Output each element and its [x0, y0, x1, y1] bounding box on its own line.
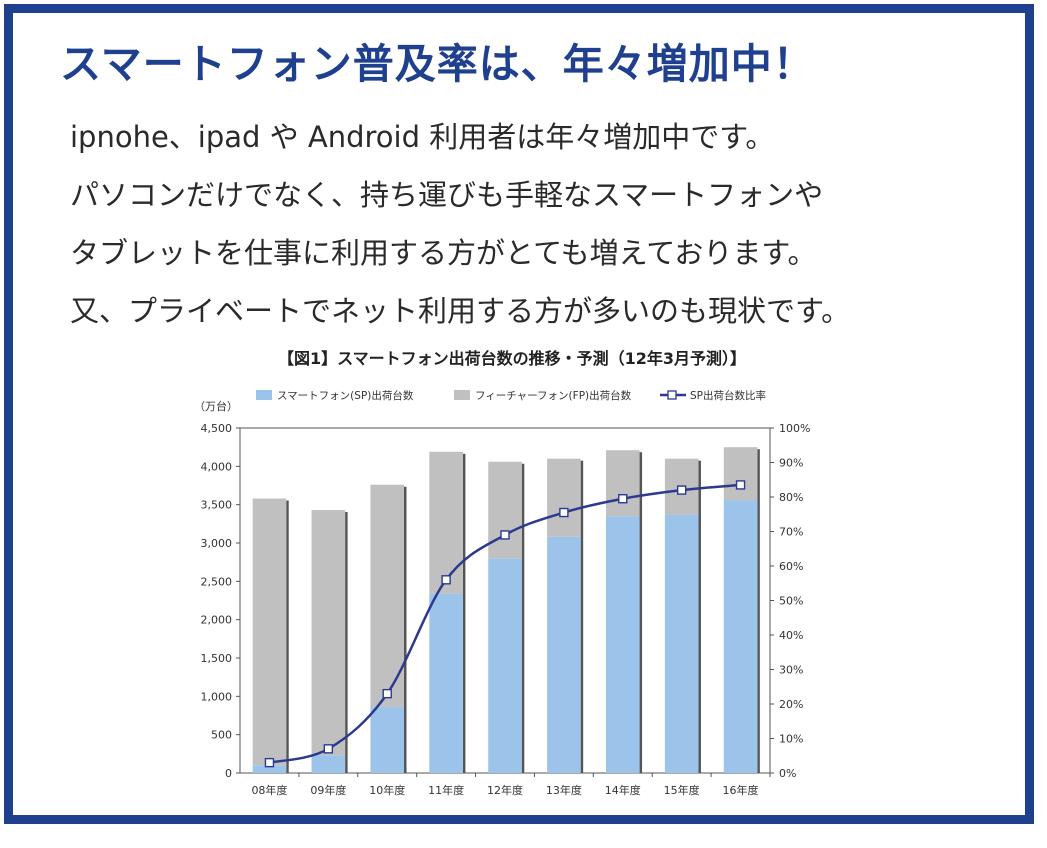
- ratio-point: [500, 530, 510, 540]
- legend-label-ratio: SP出荷台数比率: [690, 389, 766, 402]
- bar-sp: [605, 516, 640, 773]
- ratio-point: [676, 485, 687, 495]
- bar-shadow: [639, 452, 643, 773]
- y2-tick-label: 50%: [779, 595, 803, 608]
- x-tick-label: 12年度: [487, 783, 523, 797]
- bar-sp: [488, 558, 522, 773]
- ratio-point: [323, 744, 334, 754]
- bar-shadow: [698, 460, 701, 773]
- x-tick-label: 16年度: [723, 783, 759, 797]
- y2-tick-label: 40%: [779, 629, 803, 642]
- body-line: ipnohe、ipad や Android 利用者は年々増加中です。: [70, 120, 775, 154]
- body-line: 又、プライベートでネット利用する方が多いのも現状です。: [70, 294, 851, 328]
- bar-sp: [547, 536, 581, 773]
- y-tick-label: 2,000: [201, 614, 233, 627]
- bar-sp: [252, 765, 287, 773]
- x-tick-label: 09年度: [310, 783, 346, 797]
- y-tick-label: 3,000: [201, 537, 233, 550]
- bar-shadow: [521, 463, 525, 773]
- headline: スマートフォン普及率は、年々増加中！: [60, 40, 815, 88]
- y-tick-label: 500: [211, 729, 232, 742]
- ratio-point: [618, 494, 628, 504]
- x-tick-label: 10年度: [369, 783, 405, 797]
- legend-marker-ratio: [667, 390, 677, 400]
- y2-tick-label: 90%: [779, 457, 803, 470]
- bar-shadow: [580, 460, 584, 773]
- bar-shadow: [757, 449, 760, 773]
- bar-shadow: [286, 500, 289, 773]
- chart-title: 【図1】スマートフォン出荷台数の推移・予測（12年3月予測）】: [278, 349, 746, 368]
- legend-swatch-sp: [256, 390, 272, 400]
- ratio-point: [559, 507, 569, 518]
- bar-fp: [311, 510, 346, 756]
- x-tick-label: 15年度: [664, 783, 700, 797]
- bar-fp: [605, 450, 640, 517]
- y-tick-label: 4,000: [201, 460, 233, 473]
- y2-tick-label: 100%: [779, 422, 810, 435]
- bar-fp: [723, 447, 758, 501]
- y2-tick-label: 60%: [779, 560, 803, 573]
- x-tick-label: 08年度: [251, 783, 287, 797]
- y-tick-label: 2,500: [201, 575, 233, 588]
- bar-sp: [429, 593, 463, 773]
- ratio-line: [269, 483, 741, 764]
- x-tick-label: 13年度: [546, 783, 582, 797]
- y-tick-label: 4,500: [201, 422, 233, 435]
- y-tick-label: 1,500: [201, 652, 233, 665]
- y-tick-label: 0: [225, 767, 232, 780]
- shipment-chart: 【図1】スマートフォン出荷台数の推移・予測（12年3月予測）】スマートフォン(S…: [182, 340, 842, 810]
- legend-label-sp: スマートフォン(SP)出荷台数: [277, 389, 414, 402]
- ratio-point: [382, 688, 392, 699]
- bar-fp: [429, 451, 463, 594]
- ratio-point: [264, 757, 275, 768]
- y2-tick-label: 20%: [779, 698, 803, 711]
- bar-shadow: [404, 486, 407, 773]
- y-tick-label: 1,000: [201, 690, 233, 703]
- bar-shadow: [345, 512, 348, 773]
- y-tick-label: 3,500: [201, 499, 233, 512]
- y2-tick-label: 10%: [779, 733, 803, 746]
- chart-svg: 【図1】スマートフォン出荷台数の推移・予測（12年3月予測）】スマートフォン(S…: [194, 349, 810, 797]
- y-axis-label: （万台）: [194, 399, 238, 413]
- y2-tick-label: 80%: [779, 491, 803, 504]
- y2-tick-label: 0%: [779, 767, 796, 780]
- bar-fp: [252, 498, 287, 766]
- body-line: パソコンだけでなく、持ち運びも手軽なスマートフォンや: [70, 178, 824, 212]
- y2-tick-label: 70%: [779, 526, 803, 539]
- ratio-point: [441, 575, 451, 585]
- y2-tick-label: 30%: [779, 664, 803, 677]
- ratio-point: [735, 480, 746, 490]
- bar-sp: [664, 514, 699, 773]
- bar-fp: [488, 461, 522, 559]
- bar-fp: [370, 484, 405, 708]
- bar-sp: [370, 707, 405, 773]
- x-tick-label: 11年度: [428, 783, 464, 797]
- legend-swatch-fp: [454, 390, 470, 400]
- body-text: ipnohe、ipad や Android 利用者は年々増加中です。 パソコンだ…: [70, 108, 990, 340]
- legend-label-fp: フィーチャーフォン(FP)出荷台数: [475, 389, 632, 402]
- bar-sp: [723, 500, 758, 773]
- x-tick-label: 14年度: [605, 783, 641, 797]
- bar-fp: [547, 458, 581, 537]
- bar-shadow: [462, 453, 466, 773]
- bar-sp: [311, 755, 346, 773]
- body-line: タブレットを仕事に利用する方がとても増えております。: [70, 236, 817, 270]
